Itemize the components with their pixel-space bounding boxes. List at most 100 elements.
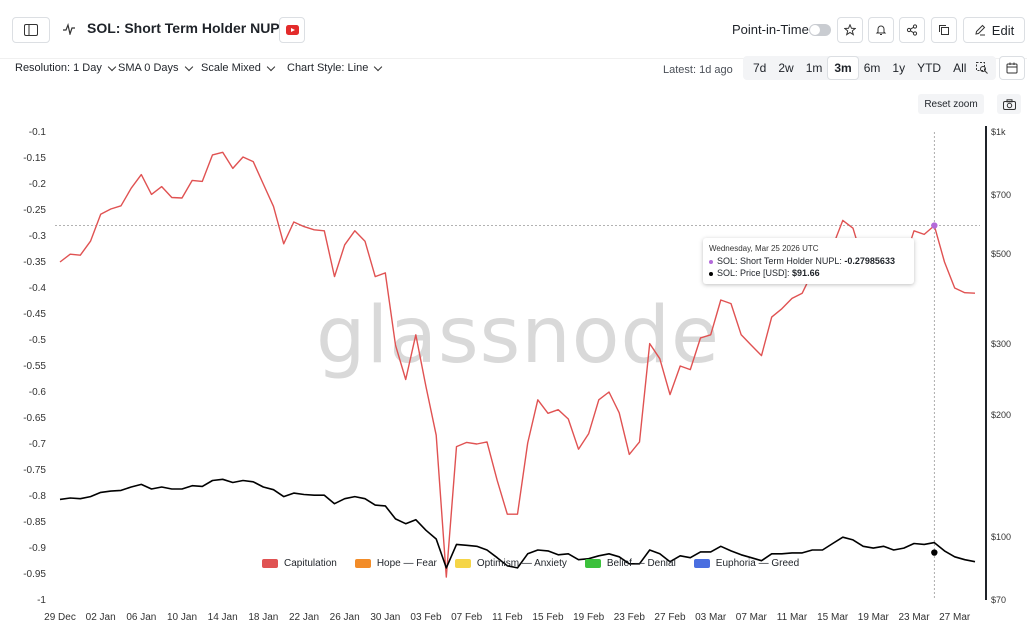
legend-label: Capitulation <box>284 558 337 569</box>
legend-swatch <box>454 559 471 568</box>
y-left-tick-label: -0.25 <box>23 205 46 216</box>
zoom-select-icon[interactable] <box>972 62 992 74</box>
edit-button[interactable]: Edit <box>963 17 1025 43</box>
y-right-tick-label: $70 <box>991 595 1006 605</box>
time-range-selector: 7d 2w 1m 3m 6m 1y YTD All <box>743 56 997 80</box>
legend-label: Hope — Fear <box>376 558 437 569</box>
youtube-video-button[interactable] <box>279 17 305 43</box>
star-icon <box>844 24 856 36</box>
x-tick-label: 27 Mar <box>939 612 971 623</box>
y-left-tick-label: -0.6 <box>29 387 47 398</box>
legend-label: Belief — Denial <box>606 558 676 569</box>
x-tick-label: 11 Feb <box>492 612 523 623</box>
legend-item[interactable]: Capitulation <box>262 558 337 569</box>
duplicate-button[interactable] <box>931 17 957 43</box>
y-left-tick-label: -0.45 <box>23 309 46 320</box>
x-tick-label: 15 Feb <box>532 612 564 623</box>
y-right-tick-label: $700 <box>991 190 1011 200</box>
x-tick-label: 19 Mar <box>858 612 890 623</box>
share-button[interactable] <box>899 17 925 43</box>
edit-label: Edit <box>991 22 1015 38</box>
legend-item[interactable]: Euphoria — Greed <box>693 558 800 569</box>
x-tick-label: 07 Mar <box>736 612 768 623</box>
tooltip-nupl-label: SOL: Short Term Holder NUPL: <box>717 256 842 266</box>
y-left-tick-label: -0.65 <box>23 413 46 424</box>
date-picker-button[interactable] <box>999 56 1025 80</box>
range-1m[interactable]: 1m <box>805 61 823 75</box>
camera-icon <box>1002 98 1016 110</box>
legend-label: Euphoria — Greed <box>715 558 800 569</box>
y-left-tick-label: -0.35 <box>23 257 46 268</box>
scale-label: Scale Mixed <box>201 62 261 74</box>
x-tick-label: 19 Feb <box>573 612 605 623</box>
y-right-tick-label: $100 <box>991 532 1011 542</box>
x-tick-label: 18 Jan <box>248 612 278 623</box>
youtube-icon <box>285 25 299 35</box>
range-1y[interactable]: 1y <box>892 61 906 75</box>
chevron-down-icon <box>266 62 276 71</box>
y-left-tick-label: -0.1 <box>29 127 47 138</box>
favorite-button[interactable] <box>837 17 863 43</box>
legend-swatch <box>354 559 371 568</box>
y-left-tick-label: -0.55 <box>23 361 46 372</box>
range-ytd[interactable]: YTD <box>917 61 942 75</box>
y-right-tick-label: $200 <box>991 410 1011 420</box>
range-7d[interactable]: 7d <box>753 61 767 75</box>
x-tick-label: 15 Mar <box>817 612 849 623</box>
price-highlight-point <box>931 549 938 556</box>
x-tick-label: 03 Mar <box>695 612 727 623</box>
x-tick-label: 29 Dec <box>44 612 76 623</box>
page-title: SOL: Short Term Holder NUPL <box>87 20 289 36</box>
top-toolbar: SOL: Short Term Holder NUPL Point-in-Tim… <box>0 0 1027 59</box>
chart-style-label: Chart Style: Line <box>287 62 369 74</box>
sidebar-icon <box>24 24 38 36</box>
y-right-tick-label: $500 <box>991 249 1011 259</box>
range-2w[interactable]: 2w <box>778 61 794 75</box>
share-icon <box>906 24 918 36</box>
copy-icon <box>939 25 949 35</box>
tooltip-price-label: SOL: Price [USD]: <box>717 268 790 278</box>
price-series-line <box>59 478 976 569</box>
scale-dropdown[interactable]: Scale Mixed <box>201 62 276 74</box>
calendar-icon <box>1006 62 1018 74</box>
resolution-dropdown[interactable]: Resolution: 1 Day <box>15 62 117 74</box>
chart-tooltip: Wednesday, Mar 25 2026 UTC SOL: Short Te… <box>703 238 914 284</box>
x-tick-label: 02 Jan <box>86 612 116 623</box>
screenshot-button[interactable] <box>997 94 1021 114</box>
y-left-tick-label: -0.95 <box>23 569 46 580</box>
legend-item[interactable]: Belief — Denial <box>584 558 676 569</box>
chart-legend: Capitulation Hope — Fear Optimism — Anxiet… <box>262 558 799 569</box>
x-tick-label: 10 Jan <box>167 612 197 623</box>
bell-icon <box>875 25 887 35</box>
x-tick-label: 27 Feb <box>654 612 686 623</box>
x-tick-label: 11 Mar <box>777 612 808 623</box>
x-tick-label: 22 Jan <box>289 612 319 623</box>
chevron-down-icon <box>107 62 117 71</box>
chart-style-dropdown[interactable]: Chart Style: Line <box>287 62 383 74</box>
x-tick-label: 30 Jan <box>370 612 400 623</box>
x-tick-label: 06 Jan <box>126 612 156 623</box>
tooltip-nupl-value: -0.27985633 <box>844 256 895 266</box>
point-in-time-toggle[interactable] <box>809 24 831 36</box>
metric-line-icon <box>63 23 75 35</box>
sidebar-toggle-button[interactable] <box>12 17 50 43</box>
legend-swatch <box>693 559 710 568</box>
point-in-time-label: Point-in-Time <box>732 22 809 37</box>
range-3m[interactable]: 3m <box>828 57 858 79</box>
alert-button[interactable] <box>868 17 894 43</box>
y-left-tick-label: -0.7 <box>29 439 47 450</box>
legend-item[interactable]: Optimism — Anxiety <box>454 558 567 569</box>
y-left-tick-label: -0.2 <box>29 179 47 190</box>
reset-zoom-button[interactable]: Reset zoom <box>918 94 984 114</box>
y-right-tick-label: $1k <box>991 127 1006 137</box>
range-6m[interactable]: 6m <box>863 61 881 75</box>
sma-dropdown[interactable]: SMA 0 Days <box>118 62 193 74</box>
legend-item[interactable]: Hope — Fear <box>354 558 437 569</box>
tooltip-date: Wednesday, Mar 25 2026 UTC <box>709 244 819 253</box>
nupl-highlight-point <box>931 222 938 229</box>
y-left-tick-label: -0.5 <box>29 335 47 346</box>
sma-label: SMA 0 Days <box>118 62 179 74</box>
range-all[interactable]: All <box>953 61 967 75</box>
nupl-price-chart: glassnode -0.1 -0.15 -0.2 -0.25 -0.3 -0.35 -0.4… <box>23 126 1011 623</box>
legend-swatch <box>584 559 601 568</box>
